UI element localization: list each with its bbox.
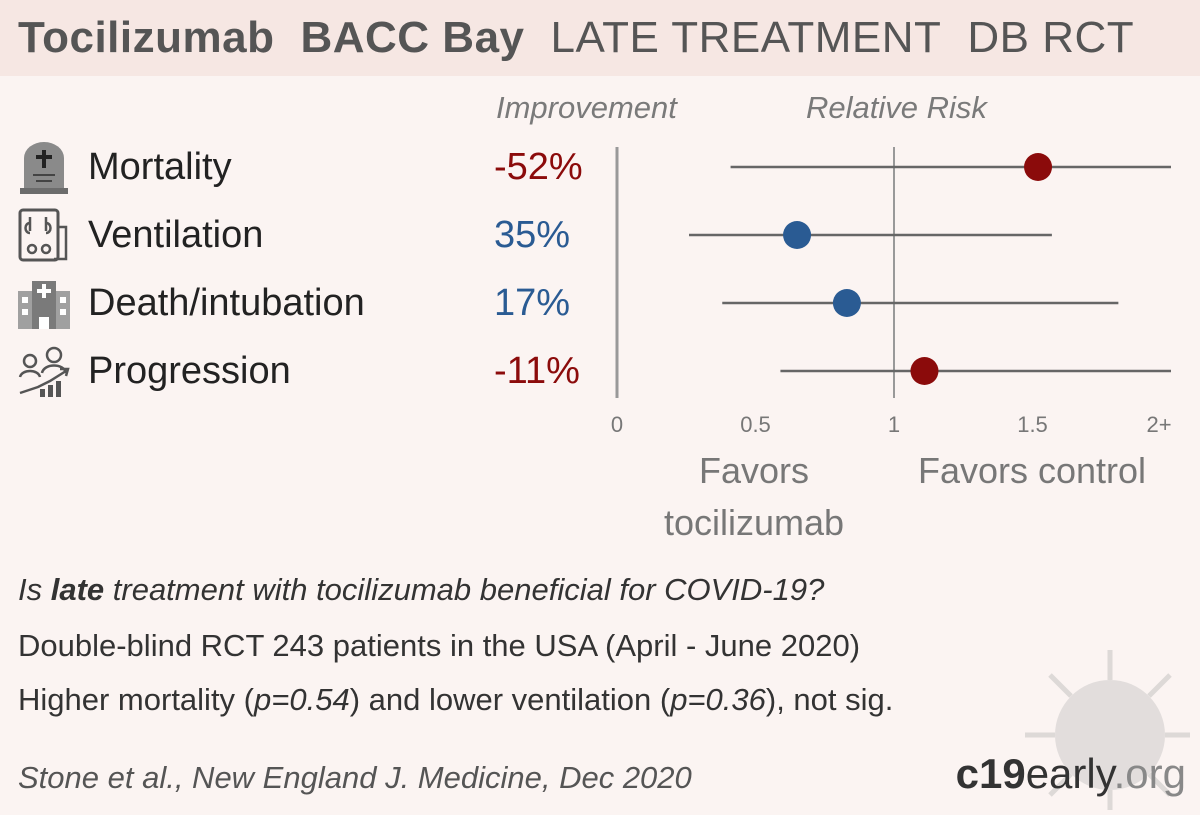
title-trial: BACC Bay <box>300 13 525 62</box>
citation-text: Stone et al., New England J. Medicine, D… <box>18 760 692 795</box>
relative-risk-header: Relative Risk <box>806 90 987 125</box>
brand-logo[interactable]: c19early.org <box>955 750 1186 797</box>
design-text: Double-blind RCT 243 patients in the USA… <box>18 628 861 663</box>
patients-progression-icon <box>18 346 70 397</box>
row-label-progression: Progression <box>88 350 291 392</box>
point-estimate-3 <box>910 357 939 385</box>
point-estimate-2 <box>832 289 861 317</box>
x-tick-label: 1 <box>888 412 900 437</box>
row-value-death-intubation: 17% <box>494 282 571 324</box>
title-bar: Tocilizumab BACC Bay LATE TREATMENT DB R… <box>0 0 1200 76</box>
forest-plot: 0 0.5 1 1.5 2+ <box>611 147 1172 437</box>
virus-watermark-icon <box>1025 650 1190 810</box>
title-drug: Tocilizumab <box>18 13 275 62</box>
question-bold: late <box>50 572 105 607</box>
row-value-ventilation: 35% <box>494 214 571 256</box>
point-estimate-0 <box>1024 153 1053 181</box>
title-stage: LATE TREATMENT <box>550 13 942 62</box>
favors-control-label: Favors control <box>917 450 1147 491</box>
tombstone-icon <box>20 142 68 194</box>
row-value-progression: -11% <box>494 350 580 392</box>
row-label-death-intubation: Death/intubation <box>88 282 365 324</box>
improvement-header: Improvement <box>496 90 677 125</box>
x-tick-label: 2+ <box>1146 412 1171 437</box>
row-value-mortality: -52% <box>494 146 583 188</box>
hospital-icon <box>18 281 70 329</box>
point-estimate-1 <box>783 221 812 249</box>
row-label-ventilation: Ventilation <box>88 214 264 256</box>
favors-tocilizumab-label: Favors tocilizumab <box>663 450 845 543</box>
x-tick-label: 0 <box>611 412 623 437</box>
x-tick-label: 1.5 <box>1017 412 1048 437</box>
row-label-mortality: Mortality <box>88 146 232 188</box>
title-design: DB RCT <box>967 13 1135 62</box>
question-text: Is late treatment with tocilizumab benef… <box>18 572 825 607</box>
ventilator-icon <box>18 208 68 262</box>
x-tick-label: 0.5 <box>740 412 771 437</box>
result-text: Higher mortality (p=0.54) and lower vent… <box>18 682 894 717</box>
